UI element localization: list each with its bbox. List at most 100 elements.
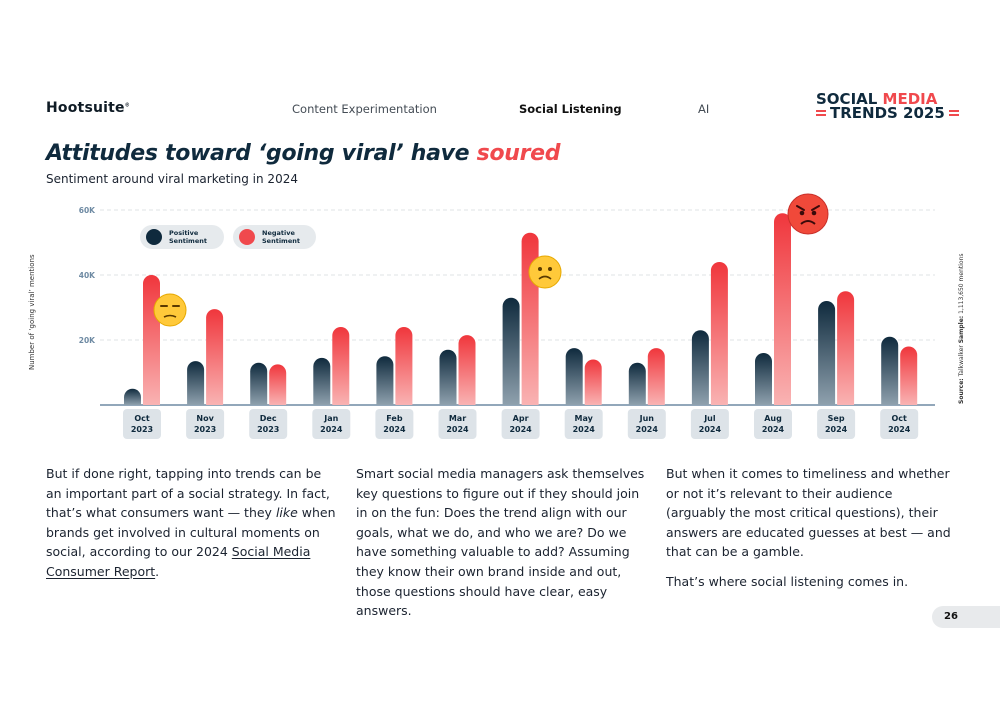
emoji-mouth — [163, 314, 177, 318]
emoji-face — [153, 293, 187, 327]
x-tick-box — [627, 409, 666, 439]
x-tick-month: Jul — [703, 414, 716, 423]
chart-subtitle: Sentiment around viral marketing in 2024 — [46, 172, 298, 186]
positive-bar — [376, 356, 394, 405]
negative-bar — [269, 364, 287, 405]
legend-swatch — [146, 229, 162, 245]
legend-label: Sentiment — [169, 237, 207, 245]
x-tick-year: 2024 — [762, 425, 785, 434]
positive-bar — [250, 362, 268, 405]
x-tick-year: 2024 — [888, 425, 911, 434]
page-number: 26 — [932, 606, 1000, 628]
x-tick-year: 2023 — [131, 425, 153, 434]
legend-label: Negative — [262, 229, 295, 237]
negative-bar — [206, 309, 224, 405]
negative-bar — [458, 335, 476, 405]
emoji-brows — [796, 205, 820, 211]
x-tick-box — [438, 409, 477, 439]
consumer-report-link[interactable]: Social Media Consumer Report — [46, 544, 311, 579]
x-tick-box — [249, 409, 288, 439]
x-tick-box — [375, 409, 414, 439]
body-column-2: Smart social media managers ask themselv… — [356, 466, 645, 619]
nav-content-experimentation[interactable]: Content Experimentation — [292, 102, 437, 116]
emoji-eye — [799, 210, 805, 216]
angry-face-emoji — [787, 193, 829, 235]
legend-pill — [140, 225, 224, 249]
x-tick-month: Oct — [134, 414, 150, 423]
x-tick-month: Sep — [828, 414, 845, 423]
logo-lines-icon — [816, 110, 826, 116]
x-tick-box — [690, 409, 729, 439]
emoji-face — [787, 193, 829, 235]
x-tick-year: 2024 — [446, 425, 469, 434]
y-tick-label: 20K — [79, 336, 96, 345]
negative-bar — [837, 291, 855, 405]
hootsuite-logo: Hootsuite® — [46, 100, 130, 116]
negative-bar — [332, 327, 350, 405]
x-tick-month: Jun — [639, 414, 655, 423]
x-tick-year: 2024 — [573, 425, 596, 434]
positive-bar — [628, 362, 646, 405]
x-tick-box — [186, 409, 225, 439]
unamused-face-emoji — [153, 293, 187, 327]
x-tick-year: 2024 — [825, 425, 848, 434]
legend-label: Positive — [169, 229, 199, 237]
x-tick-year: 2024 — [636, 425, 659, 434]
positive-bar — [818, 301, 836, 405]
x-tick-month: May — [575, 414, 594, 423]
x-tick-box — [501, 409, 540, 439]
negative-bar — [143, 275, 160, 405]
positive-bar — [881, 336, 899, 405]
y-tick-label: 40K — [79, 271, 96, 280]
legend-pill — [233, 225, 316, 249]
x-tick-month: Feb — [386, 414, 403, 423]
negative-bar — [774, 213, 791, 405]
negative-bar — [647, 348, 665, 405]
positive-bar — [565, 348, 583, 405]
body-column-3: But when it comes to timeliness and whet… — [666, 466, 951, 589]
positive-bar — [187, 361, 205, 405]
x-tick-month: Mar — [449, 414, 466, 423]
x-tick-month: Apr — [513, 414, 529, 423]
body-column-1: But if done right, tapping into trends c… — [46, 466, 336, 579]
negative-bar — [584, 359, 602, 405]
x-tick-month: Nov — [196, 414, 214, 423]
emoji-eye — [548, 267, 552, 271]
x-tick-box — [564, 409, 603, 439]
emoji-face — [528, 255, 562, 289]
positive-bar — [755, 353, 772, 405]
x-tick-year: 2023 — [257, 425, 279, 434]
emoji-eye — [811, 210, 817, 216]
x-tick-year: 2024 — [699, 425, 722, 434]
negative-bar — [710, 262, 728, 405]
x-tick-box — [817, 409, 856, 439]
legend-swatch — [239, 229, 255, 245]
x-tick-box — [312, 409, 351, 439]
nav-social-listening[interactable]: Social Listening — [519, 102, 622, 116]
x-tick-year: 2024 — [383, 425, 406, 434]
emoji-mouth — [800, 220, 816, 225]
positive-bar — [124, 388, 141, 405]
negative-bar — [395, 327, 413, 405]
x-tick-year: 2023 — [194, 425, 216, 434]
logo-lines-icon — [948, 110, 959, 116]
negative-bar — [900, 346, 918, 405]
positive-bar — [502, 297, 520, 405]
x-tick-box — [754, 409, 792, 439]
x-tick-month: Jan — [323, 414, 338, 423]
sentiment-bar-chart: 20K 40K 60K Oct 2023 Nov 2023 Dec 2023 Jan 2024 Fe… — [79, 193, 935, 439]
nav-ai[interactable]: AI — [698, 102, 710, 116]
x-tick-month: Oct — [892, 414, 908, 423]
positive-bar — [439, 349, 457, 405]
y-tick-label: 60K — [79, 206, 96, 215]
positive-bar — [313, 357, 331, 405]
social-media-trends-logo: SOCIAL MEDIA TRENDS 2025 — [816, 92, 961, 121]
x-tick-month: Aug — [764, 414, 782, 423]
positive-bar — [691, 330, 709, 405]
frowning-face-emoji — [528, 255, 562, 289]
x-tick-year: 2024 — [320, 425, 343, 434]
emoji-eye — [538, 267, 542, 271]
x-tick-year: 2024 — [509, 425, 532, 434]
emoji-mouth — [538, 275, 552, 280]
page-title: Attitudes toward ‘going viral’ have sour… — [46, 141, 561, 166]
